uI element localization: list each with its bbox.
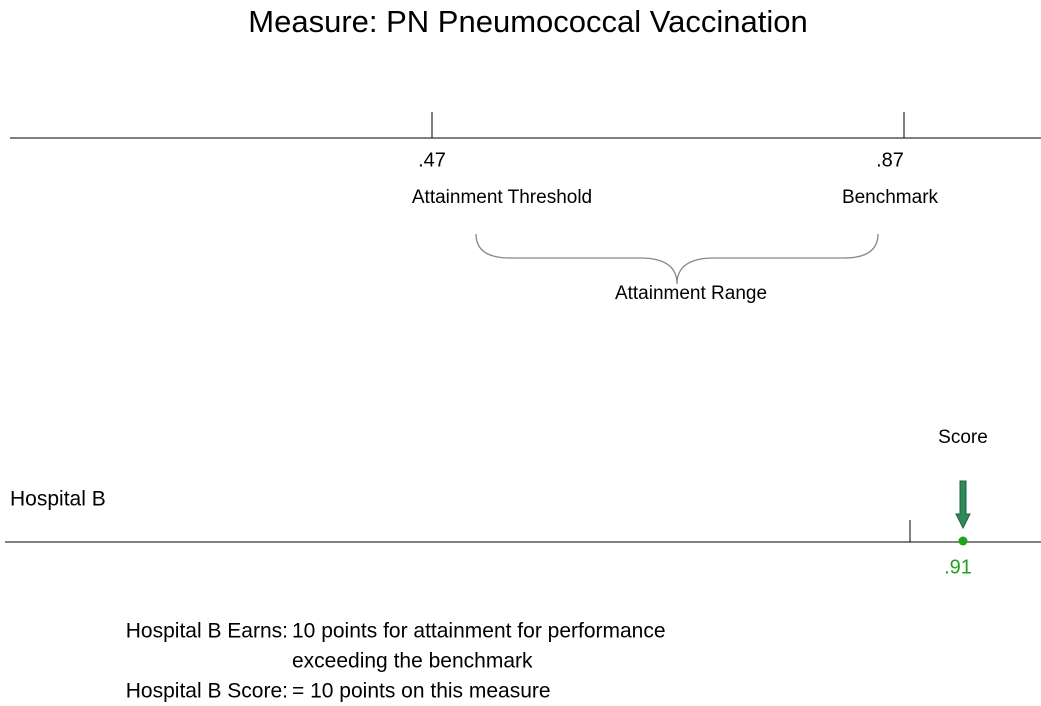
- score-label: Score: [938, 427, 988, 448]
- score-dot: [958, 536, 968, 546]
- summary-label: Hospital B Earns:: [126, 620, 288, 643]
- title: Measure: PN Pneumococcal Vaccination: [248, 4, 807, 39]
- benchmark-label: Benchmark: [842, 187, 939, 208]
- summary-line: exceeding the benchmark: [292, 650, 533, 673]
- score-arrow: [955, 480, 971, 530]
- threshold-label: Attainment Threshold: [412, 187, 592, 208]
- summary-line: = 10 points on this measure: [292, 680, 551, 703]
- threshold-value: .47: [418, 149, 446, 171]
- range-label: Attainment Range: [615, 283, 767, 304]
- range-brace: [475, 233, 879, 285]
- benchmark-value: .87: [876, 149, 904, 171]
- summary-line: 10 points for attainment for performance: [292, 620, 666, 643]
- hospital-name: Hospital B: [10, 488, 106, 511]
- score-value: .91: [944, 556, 972, 578]
- summary-label: Hospital B Score:: [126, 680, 288, 703]
